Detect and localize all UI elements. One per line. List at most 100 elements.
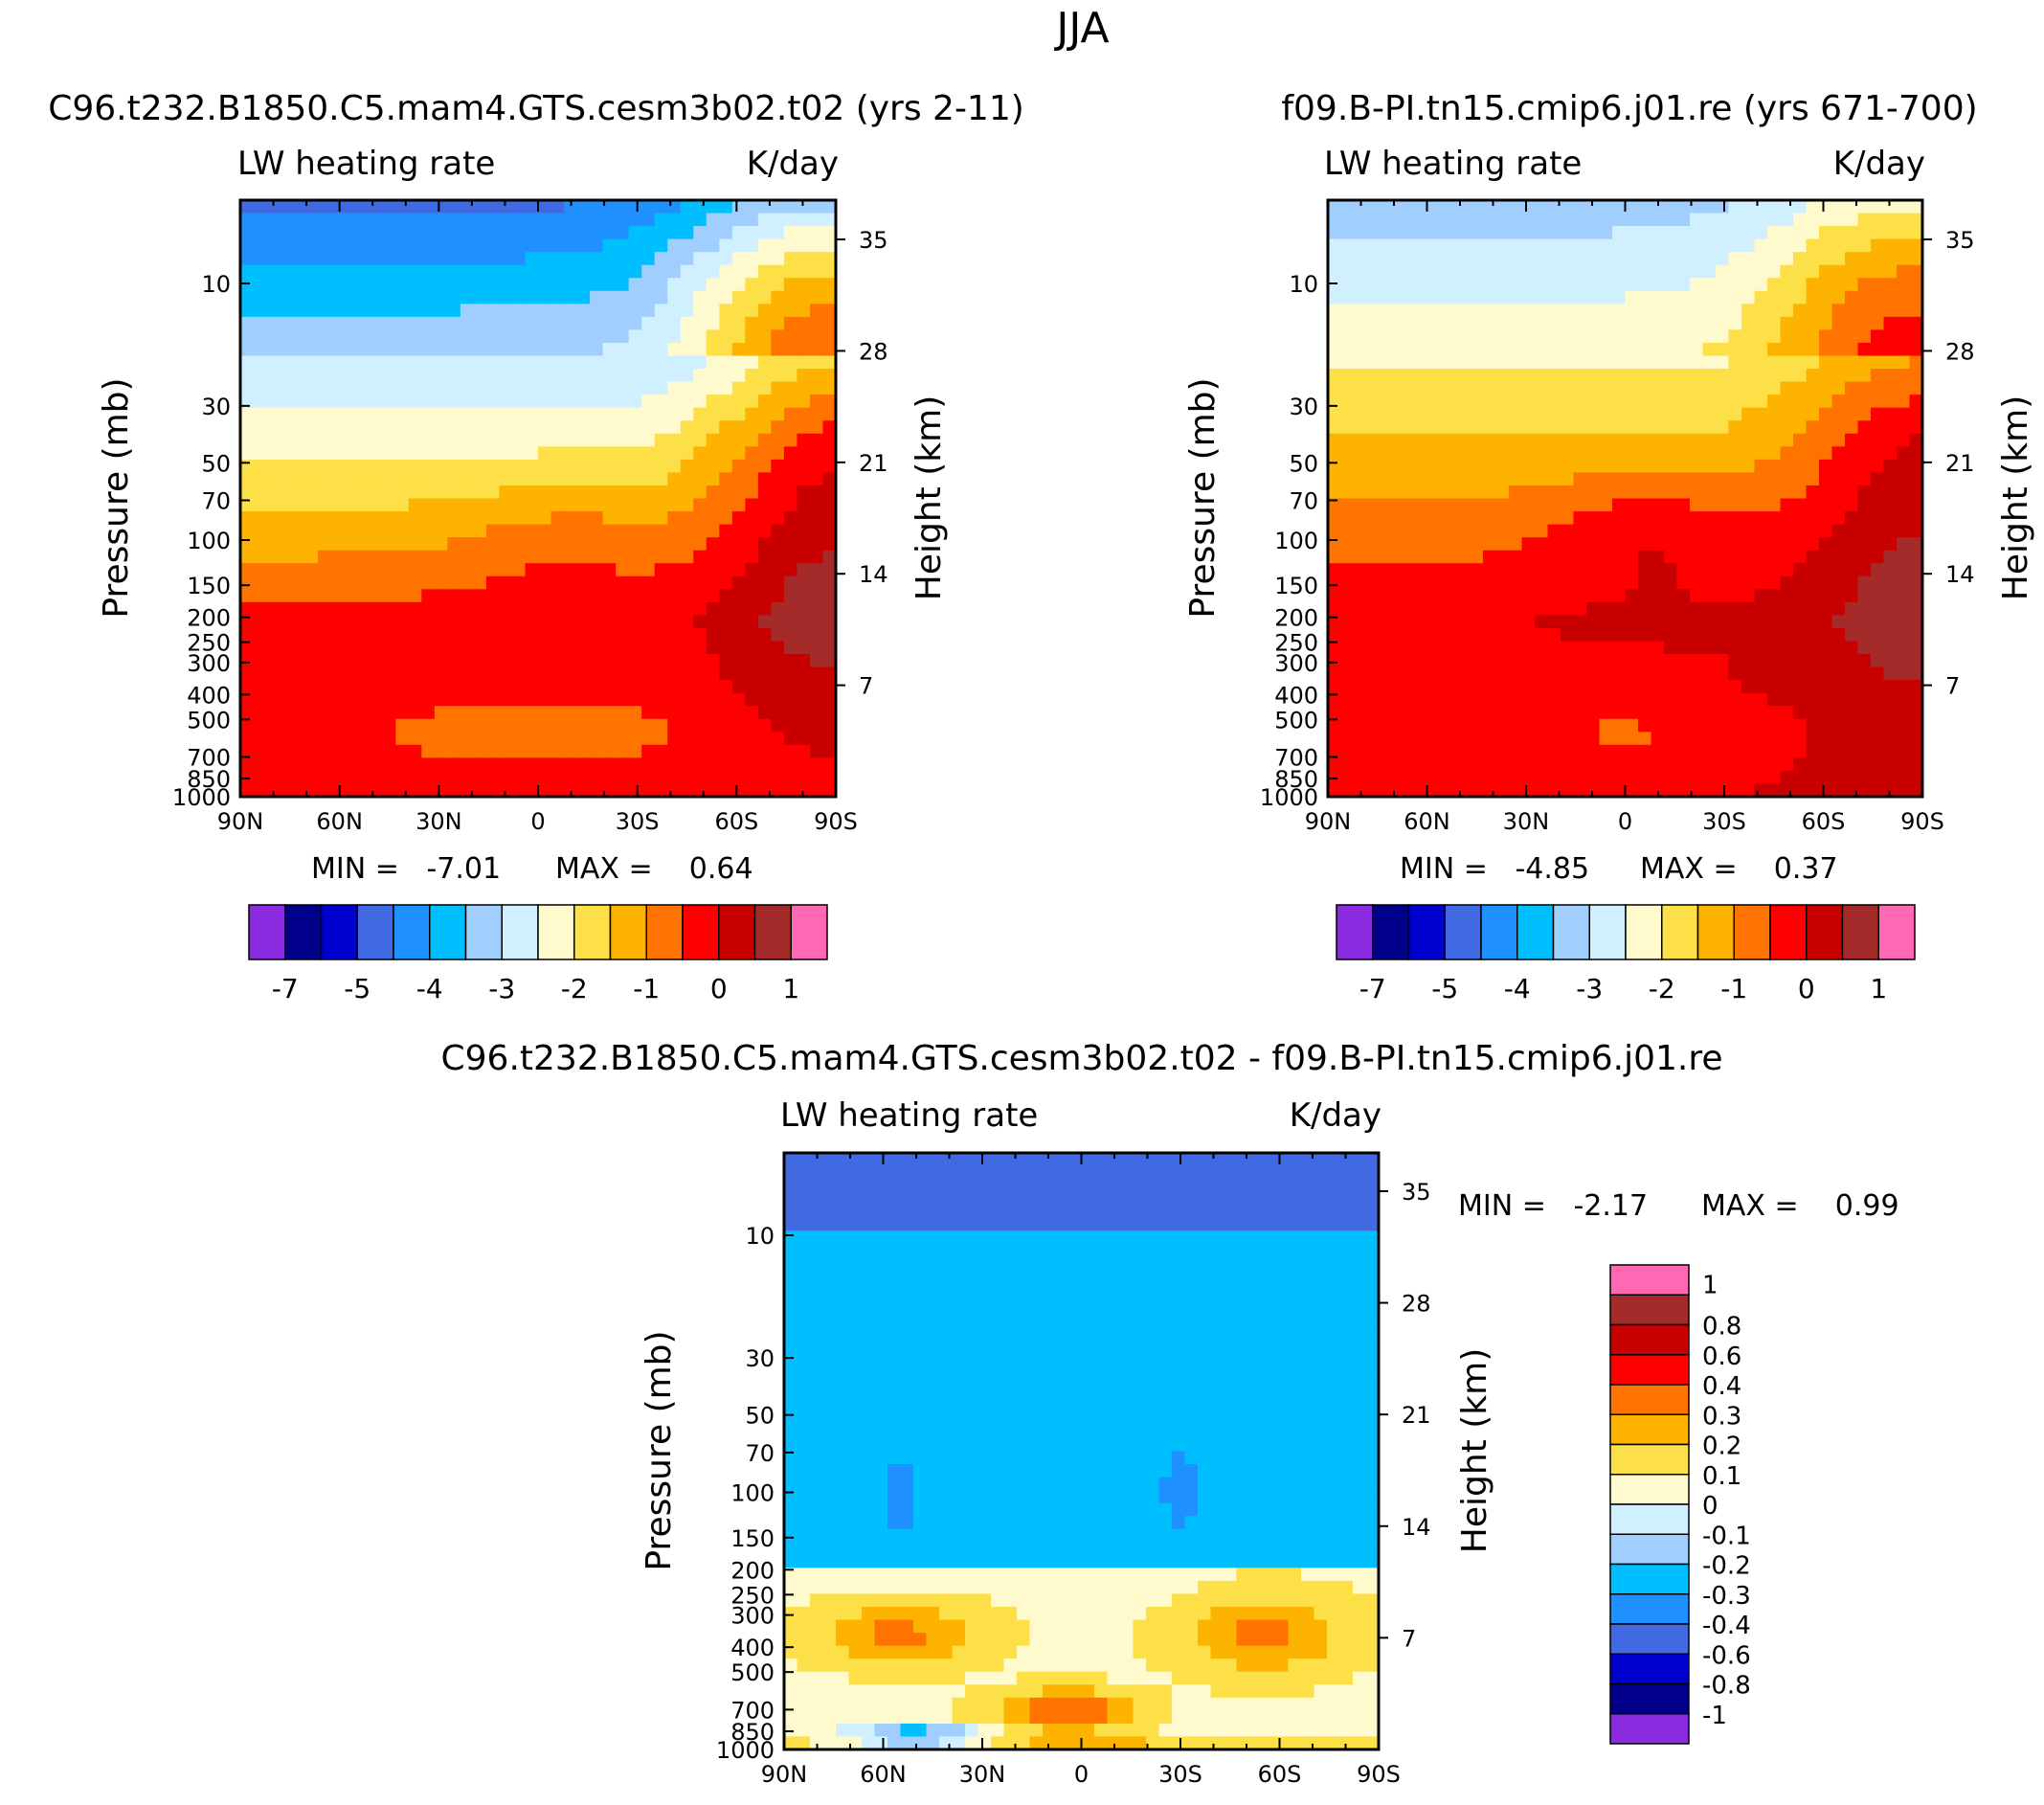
contour-cell [784,1736,798,1749]
contour-cell [1625,369,1639,383]
contour-cell [862,1542,876,1556]
contour-cell [564,342,578,357]
contour-cell [1392,369,1406,383]
contour-cell [395,355,410,370]
contour-cell [499,718,513,733]
contour-cell [1612,706,1627,720]
contour-cell [1819,575,1833,590]
contour-cell [848,1542,863,1556]
contour-cell [1340,666,1355,681]
contour-cell [266,783,281,797]
contour-cell [667,732,682,746]
contour-cell [1819,680,1833,694]
contour-cell [1470,316,1484,331]
contour-cell [1586,601,1601,616]
contour-cell [1793,692,1808,707]
contour-cell [1793,446,1808,461]
contour-cell [1418,575,1432,590]
contour-cell [447,355,461,370]
contour-cell [1702,666,1717,681]
contour-cell [1638,304,1652,318]
contour-cell [1495,264,1510,279]
contour-cell [1599,627,1613,643]
contour-cell [1328,278,1342,292]
contour-cell [797,615,811,629]
contour-cell [693,304,708,318]
contour-cell [693,615,708,629]
contour-cell [616,329,630,344]
contour-cell [1857,627,1872,643]
contour-cell [1470,264,1484,279]
contour-cell [266,770,281,785]
contour-cell [1547,485,1561,500]
contour-cell [576,355,591,370]
contour-cell [511,433,527,447]
contour-cell [1728,238,1742,253]
contour-cell [1521,770,1536,785]
contour-cell [240,770,255,785]
contour-cell [1535,213,1549,227]
contour-cell [279,213,293,227]
contour-cell [706,706,720,720]
contour-cell [1547,420,1561,435]
contour-cell [253,355,267,370]
contour-cell [1883,446,1898,461]
contour-cell [680,744,694,758]
contour-cell [1612,666,1627,681]
contour-cell [1690,278,1704,292]
y-tick-label: 250 [1274,630,1318,657]
contour-cell [1897,304,1911,318]
contour-cell [1909,589,1922,603]
contour-cell [1612,446,1627,461]
contour-cell [1871,355,1885,370]
contour-cell [525,511,539,526]
contour-cell [550,511,565,526]
contour-cell [757,278,772,292]
colorbar-label: -5 [344,973,371,1004]
colorbar-label: -1 [633,973,660,1004]
contour-cell [1495,511,1510,526]
contour-cell [1831,537,1846,552]
contour-cell [1651,537,1665,552]
contour-cell [576,757,591,772]
contour-cell [525,472,539,486]
contour-cell [706,627,720,643]
contour-cell [1845,680,1859,694]
contour-cell [1340,264,1355,279]
contour-cell [862,1633,876,1647]
contour-cell [1366,601,1381,616]
contour-cell [836,1165,850,1180]
contour-cell [447,407,461,421]
contour-cell [590,395,604,409]
contour-cell [900,1321,914,1336]
contour-cell [1547,472,1561,486]
contour-cell [1612,783,1627,797]
contour-cell [783,355,798,370]
contour-cell [434,420,448,435]
contour-cell [356,238,371,253]
contour-cell [693,459,708,474]
contour-cell [240,601,255,616]
contour-cell [628,511,642,526]
contour-cell [1535,316,1549,331]
contour-cell [1586,238,1601,253]
contour-cell [473,278,487,292]
contour-cell [525,252,539,266]
contour-cell [1561,757,1575,772]
contour-cell [395,641,410,655]
contour-cell [1547,226,1561,240]
contour-cell [1328,601,1342,616]
contour-cell [240,563,255,577]
contour-cell [654,355,668,370]
contour-cell [1354,329,1368,344]
contour-cell [1676,381,1691,395]
contour-cell [330,407,345,421]
contour-cell [654,252,668,266]
contour-cell [1392,627,1406,643]
contour-cell [1547,278,1561,292]
contour-cell [616,498,630,512]
contour-cell [1767,783,1782,797]
contour-cell [719,680,733,694]
contour-cell [1871,654,1885,668]
contour-cell [1405,316,1420,331]
